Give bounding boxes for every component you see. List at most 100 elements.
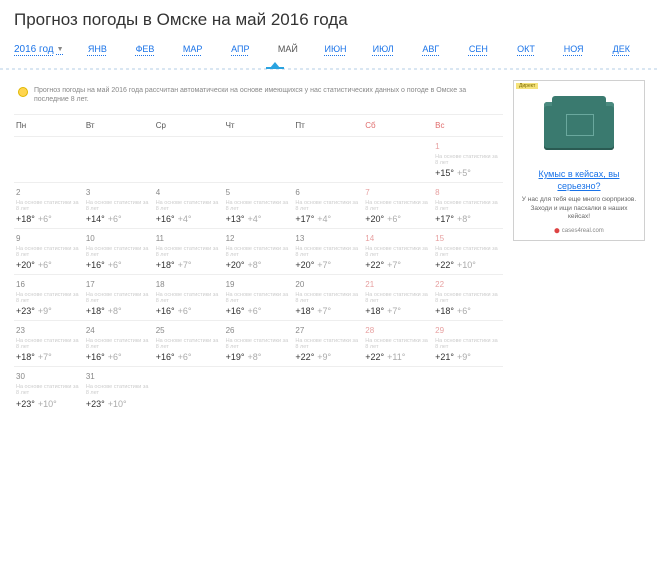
temp-high: +21° <box>435 352 454 362</box>
day-cell-26[interactable]: 26 На основе статистики за 8 лет +19°+8° <box>224 321 294 367</box>
month-tab-4[interactable]: МАЙ <box>264 40 312 58</box>
day-number: 5 <box>226 188 292 197</box>
day-cell-25[interactable]: 25На основе статистики за 8 лет+16°+6° <box>154 321 224 367</box>
month-tab-6[interactable]: ИЮЛ <box>359 40 407 58</box>
chevron-down-icon: ▼ <box>57 46 64 53</box>
stat-note: На основе статистики за 8 лет <box>156 246 222 258</box>
month-tab-1[interactable]: ФЕВ <box>121 40 169 58</box>
temp-high: +16° <box>156 306 175 316</box>
temp-low: +6° <box>387 214 401 224</box>
month-tab-11[interactable]: ДЕК <box>597 40 645 58</box>
temps: +16°+4° <box>156 214 222 224</box>
month-tab-3[interactable]: АПР <box>216 40 264 58</box>
month-tab-9[interactable]: ОКТ <box>502 40 550 58</box>
stat-note: На основе статистики за 8 лет <box>435 246 501 258</box>
temp-low: +6° <box>457 306 471 316</box>
day-cell-10[interactable]: 10На основе статистики за 8 лет+16°+6° <box>84 229 154 275</box>
stat-note: На основе статистики за 8 лет <box>365 246 431 258</box>
temps: +22°+7° <box>365 260 431 270</box>
month-tab-2[interactable]: МАР <box>169 40 217 58</box>
temp-high: +20° <box>226 260 245 270</box>
temp-high: +18° <box>365 306 384 316</box>
day-number: 15 <box>435 234 501 243</box>
day-number: 21 <box>365 280 431 289</box>
day-number: 27 <box>295 326 361 335</box>
day-cell-28[interactable]: 28На основе статистики за 8 лет+22°+11° <box>363 321 433 367</box>
temps: +18°+7° <box>295 306 361 316</box>
temps: +18°+7° <box>16 352 82 362</box>
month-tab-8[interactable]: СЕН <box>455 40 503 58</box>
weekday-header: ПнВтСрЧтПтСбВс <box>14 114 503 137</box>
temp-low: +6° <box>38 260 52 270</box>
day-cell-7[interactable]: 7На основе статистики за 8 лет+20°+6° <box>363 183 433 229</box>
ad-block[interactable]: Директ Кумыс в кейсах, вы серьезно? У на… <box>513 80 645 241</box>
temp-low: +4° <box>247 214 261 224</box>
day-cell-20[interactable]: 20На основе статистики за 8 лет+18°+7° <box>293 275 363 321</box>
day-cell-9[interactable]: 9На основе статистики за 8 лет+20°+6° <box>14 229 84 275</box>
day-number: 19 <box>226 280 292 289</box>
day-cell-19[interactable]: 19На основе статистики за 8 лет+16°+6° <box>224 275 294 321</box>
day-number: 18 <box>156 280 222 289</box>
temp-low: +7° <box>387 260 401 270</box>
ad-title[interactable]: Кумыс в кейсах, вы серьезно? <box>520 169 638 192</box>
temp-high: +18° <box>435 306 454 316</box>
day-number: 12 <box>226 234 292 243</box>
stat-note: На основе статистики за 8 лет <box>226 246 292 258</box>
temp-high: +18° <box>156 260 175 270</box>
stat-note: На основе статистики за 8 лет <box>156 338 222 350</box>
stat-note: На основе статистики за 8 лет <box>226 338 292 350</box>
day-cell-29[interactable]: 29На основе статистики за 8 лет+21°+9° <box>433 321 503 367</box>
temp-high: +20° <box>295 260 314 270</box>
day-cell-24[interactable]: 24На основе статистики за 8 лет+16°+6° <box>84 321 154 367</box>
temp-high: +23° <box>16 399 35 409</box>
day-cell-11[interactable]: 11На основе статистики за 8 лет+18°+7° <box>154 229 224 275</box>
stat-note: На основе статистики за 8 лет <box>156 200 222 212</box>
temp-high: +17° <box>295 214 314 224</box>
temps: +22°+9° <box>295 352 361 362</box>
temp-high: +16° <box>86 352 105 362</box>
month-tab-10[interactable]: НОЯ <box>550 40 598 58</box>
temp-low: +8° <box>247 352 261 362</box>
temp-low: +9° <box>38 306 52 316</box>
day-number: 20 <box>295 280 361 289</box>
day-cell-8[interactable]: 8На основе статистики за 8 лет+17°+8° <box>433 183 503 229</box>
day-cell-23[interactable]: 23На основе статистики за 8 лет+18°+7° <box>14 321 84 367</box>
month-tab-5[interactable]: ИЮН <box>312 40 360 58</box>
temps: +18°+8° <box>86 306 152 316</box>
day-cell-12[interactable]: 12На основе статистики за 8 лет+20°+8° <box>224 229 294 275</box>
temps: +23°+9° <box>16 306 82 316</box>
temps: +16°+6° <box>86 352 152 362</box>
temps: +19°+8° <box>226 352 292 362</box>
day-cell-1[interactable]: 1На основе статистики за 8 лет+15°+5° <box>433 137 503 183</box>
day-cell-31[interactable]: 31На основе статистики за 8 лет+23°+10° <box>84 367 154 413</box>
temp-low: +7° <box>317 260 331 270</box>
calendar-grid: 1На основе статистики за 8 лет+15°+5° 2На… <box>14 137 503 413</box>
day-cell-13[interactable]: 13На основе статистики за 8 лет+20°+7° <box>293 229 363 275</box>
day-cell-21[interactable]: 21На основе статистики за 8 лет+18°+7° <box>363 275 433 321</box>
year-selector[interactable]: 2016 год ▼ <box>14 44 70 55</box>
day-cell-17[interactable]: 17На основе статистики за 8 лет+18°+8° <box>84 275 154 321</box>
day-cell-2[interactable]: 2На основе статистики за 8 лет+18°+6° <box>14 183 84 229</box>
day-cell-6[interactable]: 6На основе статистики за 8 лет+17°+4° <box>293 183 363 229</box>
temp-high: +22° <box>295 352 314 362</box>
temp-low: +9° <box>457 352 471 362</box>
day-cell-14[interactable]: 14На основе статистики за 8 лет+22°+7° <box>363 229 433 275</box>
day-cell-4[interactable]: 4 На основе статистики за 8 лет +16°+4° <box>154 183 224 229</box>
day-cell-15[interactable]: 15На основе статистики за 8 лет+22°+10° <box>433 229 503 275</box>
temps: +17°+8° <box>435 214 501 224</box>
month-tab-0[interactable]: ЯНВ <box>74 40 122 58</box>
temp-low: +7° <box>38 352 52 362</box>
day-cell-5[interactable]: 5На основе статистики за 8 лет+13°+4° <box>224 183 294 229</box>
day-cell-22[interactable]: 22На основе статистики за 8 лет+18°+6° <box>433 275 503 321</box>
day-cell-16[interactable]: 16На основе статистики за 8 лет+23°+9° <box>14 275 84 321</box>
stat-note: На основе статистики за 8 лет <box>226 292 292 304</box>
day-number: 26 <box>226 326 292 335</box>
day-number: 4 <box>156 188 222 197</box>
day-cell-18[interactable]: 18На основе статистики за 8 лет+16°+6° <box>154 275 224 321</box>
stat-note: На основе статистики за 8 лет <box>435 200 501 212</box>
day-cell-3[interactable]: 3На основе статистики за 8 лет+14°+6° <box>84 183 154 229</box>
day-cell-30[interactable]: 30На основе статистики за 8 лет+23°+10° <box>14 367 84 413</box>
day-number: 29 <box>435 326 501 335</box>
month-tab-7[interactable]: АВГ <box>407 40 455 58</box>
day-cell-27[interactable]: 27На основе статистики за 8 лет+22°+9° <box>293 321 363 367</box>
